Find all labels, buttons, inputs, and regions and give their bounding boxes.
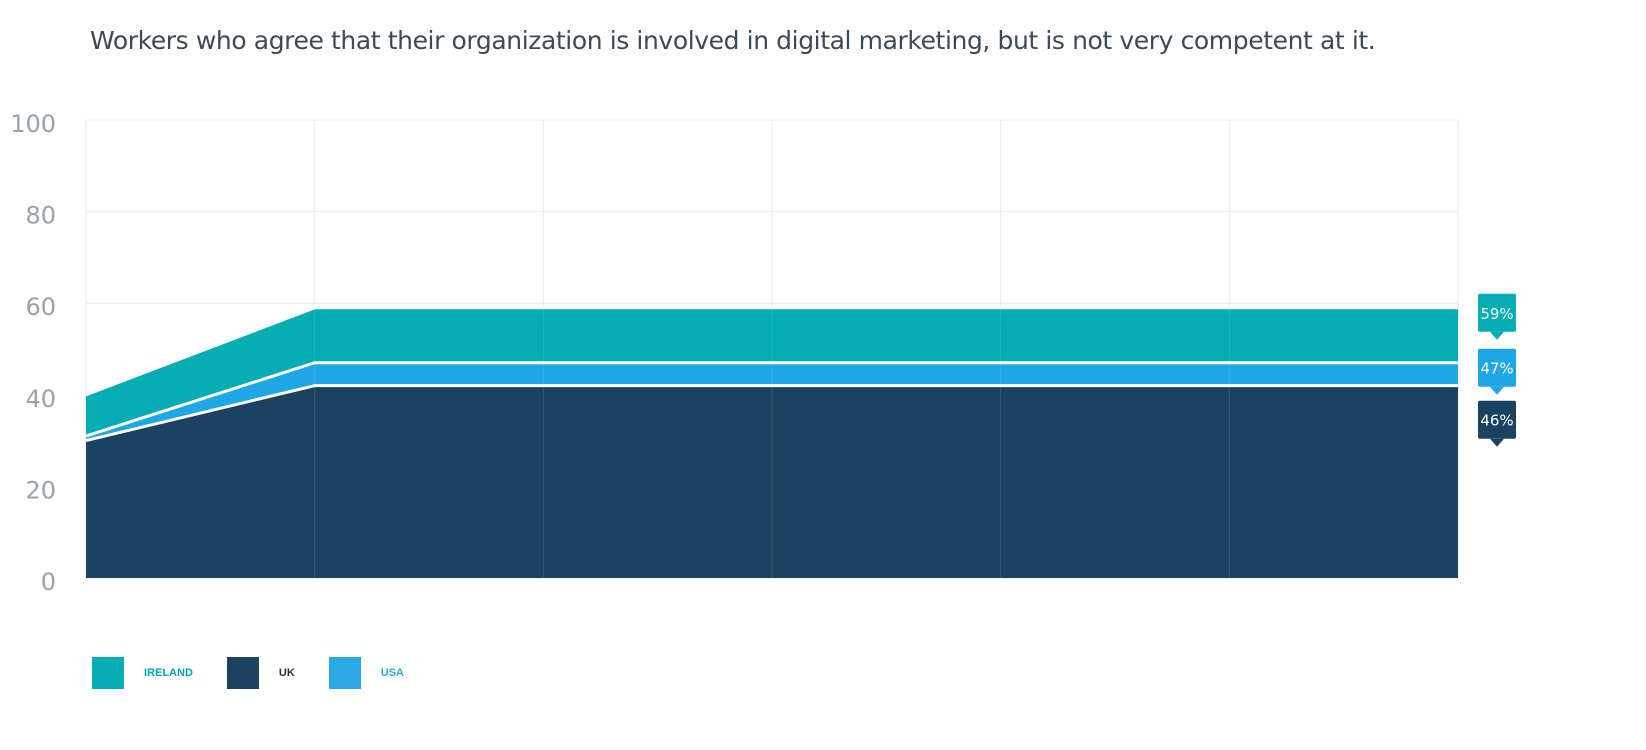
boundary-ireland xyxy=(85,306,1458,397)
area-series xyxy=(86,307,1458,578)
y-tick-label-0: 0 xyxy=(41,568,56,596)
y-tick-label-40: 40 xyxy=(25,385,56,413)
y-tick-label-100: 100 xyxy=(10,110,56,138)
end-label-usa: 47% xyxy=(1478,348,1516,395)
y-axis-ticks: 0 20 40 60 80 100 xyxy=(10,110,56,596)
legend-label-ireland: IRELAND xyxy=(144,667,193,679)
end-label-ireland: 59% xyxy=(1478,293,1516,340)
end-label-pointer-usa xyxy=(1490,386,1504,395)
area-uk xyxy=(86,385,1458,578)
end-value-labels: 59% 47% 46% xyxy=(1478,293,1516,447)
end-label-uk: 46% xyxy=(1478,400,1516,447)
end-label-text-ireland: 59% xyxy=(1480,305,1513,323)
legend: IRELAND UK USA xyxy=(92,657,438,689)
legend-label-usa: USA xyxy=(380,667,405,679)
legend-swatch-ireland xyxy=(92,657,124,689)
y-tick-label-80: 80 xyxy=(25,202,56,230)
chart-title: Workers who agree that their organizatio… xyxy=(90,26,1376,55)
vertical-overlay-lines xyxy=(314,120,1230,578)
y-tick-label-20: 20 xyxy=(25,476,56,504)
end-label-box-ireland xyxy=(1478,293,1516,332)
end-label-box-usa xyxy=(1478,348,1516,387)
legend-label-uk: UK xyxy=(278,667,295,679)
end-label-pointer-uk xyxy=(1490,438,1504,447)
end-label-text-usa: 47% xyxy=(1480,360,1513,378)
legend-item-usa: USA xyxy=(328,657,405,689)
end-label-box-uk xyxy=(1478,400,1516,439)
end-label-pointer-ireland xyxy=(1490,331,1504,340)
legend-item-ireland: IRELAND xyxy=(92,657,193,689)
boundary-uk xyxy=(85,384,1458,443)
legend-item-uk: UK xyxy=(226,657,295,689)
legend-swatch-usa xyxy=(328,657,361,689)
series-boundary-lines xyxy=(85,306,1458,443)
legend-swatch-uk xyxy=(226,657,259,689)
y-tick-label-60: 60 xyxy=(25,293,56,321)
end-label-text-uk: 46% xyxy=(1480,412,1513,430)
boundary-usa xyxy=(85,361,1458,438)
